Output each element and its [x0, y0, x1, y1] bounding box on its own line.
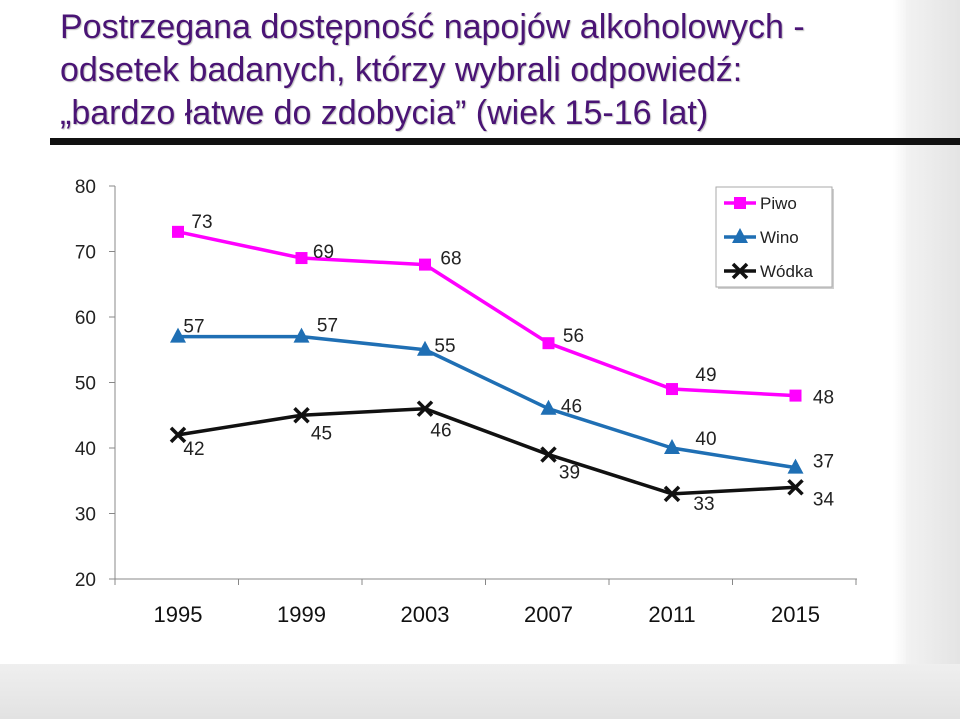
x-tick-label: 2003: [401, 602, 450, 627]
y-tick-label: 40: [75, 439, 96, 460]
title-line-2: odsetek badanych, którzy wybrali odpowie…: [60, 51, 743, 89]
point-marker-wodka: [169, 426, 187, 444]
data-label: 55: [434, 336, 455, 357]
legend-label-wódka: Wódka: [760, 262, 813, 281]
data-label: 49: [695, 365, 716, 386]
point-marker-wodka: [416, 400, 434, 417]
point-marker-piwo: [172, 225, 184, 238]
point-marker-wodka: [663, 485, 681, 503]
point-marker-piwo: [734, 197, 746, 209]
point-marker-wodka: [731, 262, 749, 280]
title-divider: [50, 138, 960, 145]
data-label: 40: [695, 429, 716, 450]
data-label: 39: [559, 463, 580, 484]
point-marker-wino: [787, 458, 804, 474]
point-marker-piwo: [295, 252, 308, 265]
x-tick-label: 2015: [771, 602, 820, 627]
x-tick-label: 1999: [277, 602, 326, 627]
data-label: 45: [311, 423, 332, 444]
x-tick-label: 1995: [154, 602, 203, 627]
series-layer: [169, 225, 804, 503]
data-label: 46: [561, 397, 582, 418]
chart-title: Postrzegana dostępność napojów alkoholow…: [60, 6, 900, 135]
data-label: 57: [317, 316, 338, 337]
point-marker-wodka: [540, 446, 557, 463]
point-marker-piwo: [542, 337, 555, 350]
data-label: 68: [440, 249, 461, 270]
data-label: 34: [813, 489, 835, 510]
x-tick-label: 2007: [524, 602, 573, 627]
y-tick-label: 30: [75, 505, 96, 526]
data-label: 48: [813, 388, 834, 409]
series-line-wino: [178, 334, 796, 470]
title-line-3: „bardzo łatwe do zdobycia” (wiek 15-16 l…: [60, 94, 709, 132]
y-tick-label: 60: [75, 308, 96, 329]
data-label: 57: [183, 317, 204, 338]
data-label: 37: [813, 452, 834, 473]
slide-right-band: [906, 0, 960, 719]
point-marker-piwo: [419, 258, 431, 271]
point-marker-wodka: [293, 407, 310, 424]
slide-bottom-band: [0, 664, 960, 719]
point-marker-wino: [540, 399, 557, 415]
y-tick-label: 80: [75, 177, 96, 198]
legend-label-wino: Wino: [760, 228, 799, 247]
title-line-1: Postrzegana dostępność napojów alkoholow…: [60, 8, 805, 46]
legend-label-piwo: Piwo: [760, 194, 797, 213]
data-label: 33: [693, 494, 714, 515]
series-line-wódka: [177, 406, 796, 496]
point-marker-wino: [170, 327, 186, 343]
point-marker-wino: [732, 228, 748, 243]
series-line-piwo: [177, 230, 796, 398]
y-axis-ticks: 20 30 40 50 60 70 80: [75, 177, 115, 591]
y-tick-label: 50: [75, 374, 96, 395]
data-label: 42: [183, 439, 204, 460]
x-axis-ticks: 1995 1999 2003 2007 2011 2015: [114, 579, 857, 627]
data-labels: 73 69 68 56 49 48 57 57 55 46 40 37 42 45 46 39 33 34: [183, 212, 834, 515]
point-marker-wino: [664, 439, 680, 454]
point-marker-wodka: [787, 479, 804, 496]
point-marker-piwo: [666, 383, 678, 396]
point-marker-piwo: [789, 389, 802, 402]
y-tick-label: 20: [75, 570, 96, 591]
data-label: 69: [313, 242, 334, 263]
point-marker-wino: [293, 327, 310, 343]
point-marker-wino: [417, 340, 433, 356]
chart-legend: Piwo Wino Wódka: [715, 186, 834, 289]
data-label: 73: [191, 212, 212, 233]
y-tick-label: 70: [75, 243, 96, 264]
data-label: 46: [430, 421, 451, 442]
x-tick-label: 2011: [648, 602, 695, 627]
data-label: 56: [563, 326, 584, 347]
